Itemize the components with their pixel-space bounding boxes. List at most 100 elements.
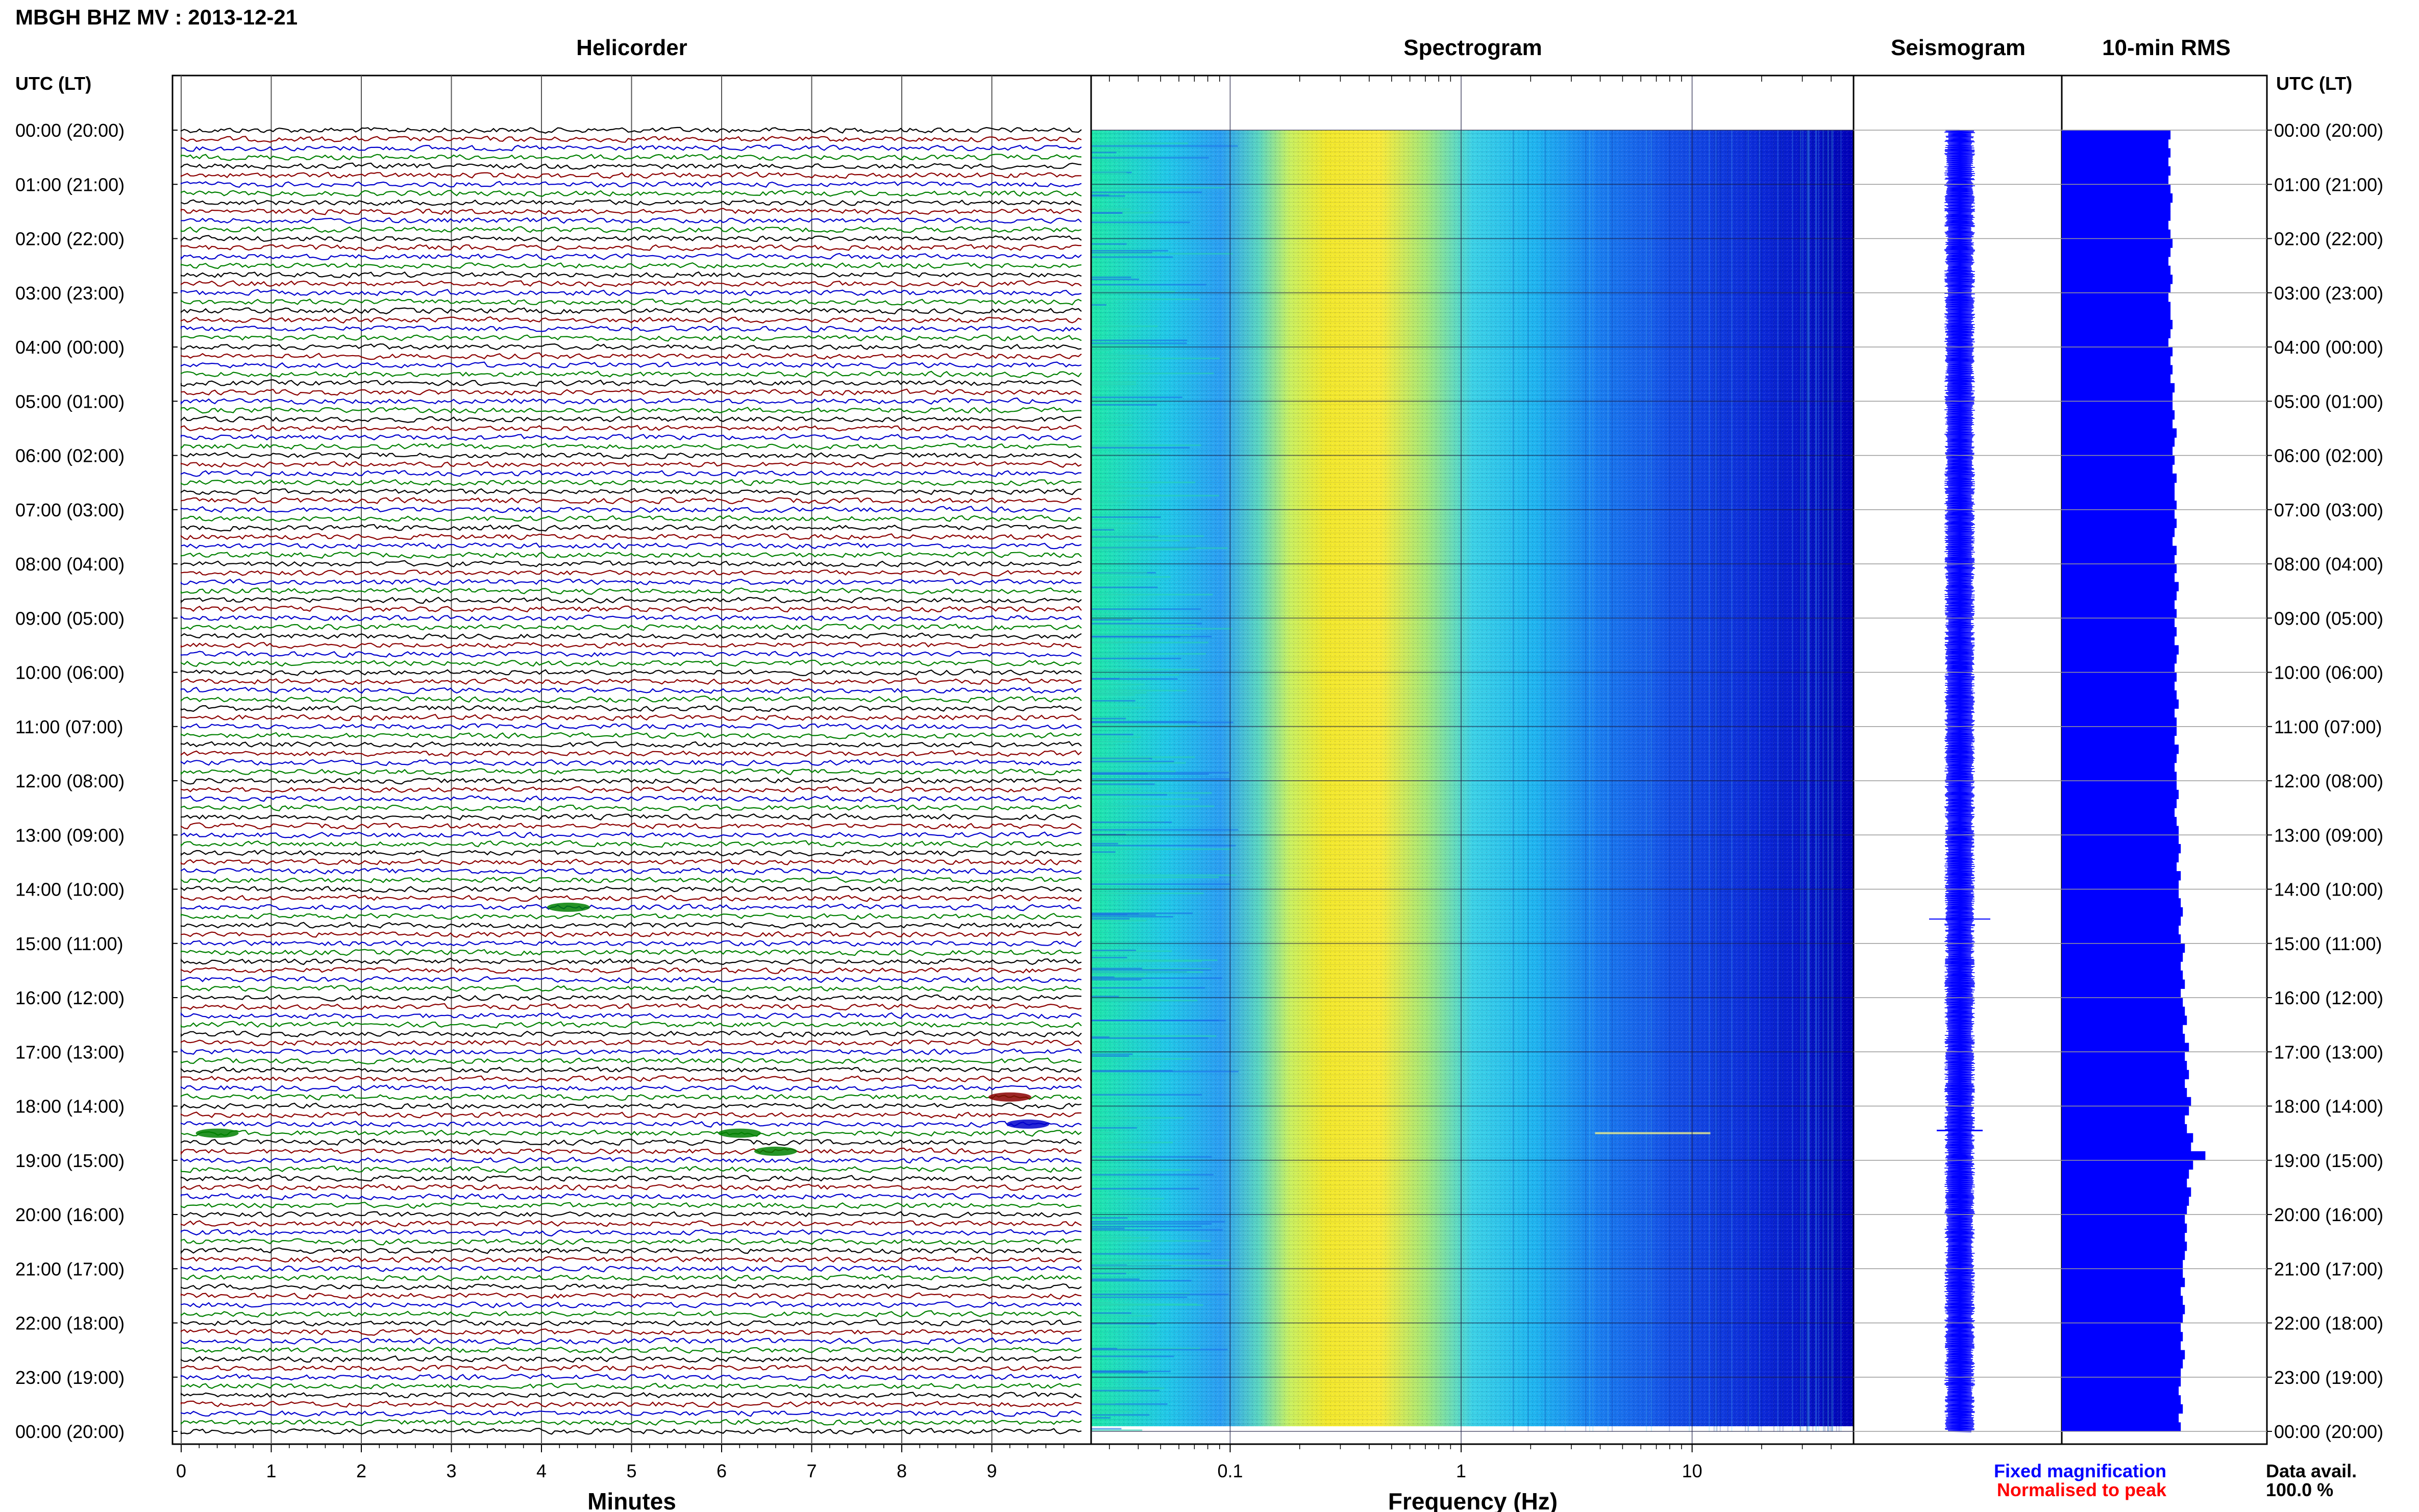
rms-bar xyxy=(2062,247,2171,257)
rms-bar xyxy=(2062,925,2179,935)
rms-bar xyxy=(2062,501,2177,510)
helicorder-trace xyxy=(180,253,1082,261)
spectrogram-stripe xyxy=(1091,914,1156,916)
rms-bar xyxy=(2062,835,2179,845)
spectrogram-stripe xyxy=(1091,968,1212,970)
spectrogram-stripe xyxy=(1091,454,1160,456)
legend-fixed-magnification: Fixed magnification xyxy=(1994,1460,2166,1481)
time-label: 08:00 (04:00) xyxy=(2274,554,2383,575)
helicorder-trace xyxy=(180,280,1082,287)
spectrogram-stripe xyxy=(1091,527,1118,529)
spectrogram-stripe xyxy=(1091,1278,1140,1280)
spectrogram-stripe xyxy=(1091,194,1109,196)
rms-bar xyxy=(2062,627,2177,637)
helicorder-trace xyxy=(180,1319,1082,1327)
spectrogram-stripe xyxy=(1091,212,1123,214)
helicorder-event xyxy=(547,902,590,912)
time-label: 15:00 (11:00) xyxy=(15,933,123,954)
time-label: 04:00 (00:00) xyxy=(2274,337,2383,358)
helicorder-trace xyxy=(180,1400,1082,1408)
helicorder-trace xyxy=(180,388,1082,396)
spectrogram-stripe xyxy=(1091,1221,1225,1223)
rms-bar xyxy=(2062,654,2177,664)
minute-tick-label: 4 xyxy=(536,1460,547,1481)
helicorder-trace xyxy=(180,750,1082,757)
spectrogram-stripe xyxy=(1091,1071,1239,1073)
panel-title-spectrogram: Spectrogram xyxy=(1403,35,1542,60)
spectrogram-stripe xyxy=(1091,1117,1184,1119)
spectrogram-stripe xyxy=(1091,1315,1152,1317)
rms-bar xyxy=(2062,781,2177,790)
frequency-tick-label: 0.1 xyxy=(1217,1460,1243,1481)
time-label: 10:00 (06:00) xyxy=(2274,662,2383,683)
time-label: 04:00 (00:00) xyxy=(15,337,125,358)
time-label: 01:00 (21:00) xyxy=(2274,174,2383,195)
spectrogram-stripe xyxy=(1091,636,1181,638)
helicorder-trace xyxy=(180,1156,1082,1164)
rms-bar xyxy=(2062,202,2171,212)
helicorder-trace xyxy=(180,569,1082,577)
rms-bar xyxy=(2062,961,2181,971)
rms-bar xyxy=(2062,528,2175,537)
rms-bar xyxy=(2062,753,2177,763)
helicorder-trace xyxy=(180,705,1082,712)
spectrogram-stripe xyxy=(1091,613,1115,615)
rms-bar xyxy=(2062,1060,2187,1071)
helicorder-trace xyxy=(180,840,1082,848)
minutes-axis-label: Minutes xyxy=(587,1488,676,1512)
spectrogram-stripe xyxy=(1091,485,1115,487)
spectrogram-stripe xyxy=(1091,1142,1173,1144)
spectrogram-stripe xyxy=(1091,290,1175,292)
rms-bar xyxy=(2062,329,2171,338)
spectrogram-stripe xyxy=(1091,792,1212,794)
helicorder-trace xyxy=(180,949,1082,956)
rms-bar xyxy=(2062,808,2175,817)
time-label: 22:00 (18:00) xyxy=(2274,1313,2383,1334)
time-label: 18:00 (14:00) xyxy=(2274,1096,2383,1117)
minute-tick-label: 9 xyxy=(986,1460,997,1481)
helicorder-trace xyxy=(180,262,1082,269)
data-availability-label: Data avail. xyxy=(2266,1460,2357,1481)
helicorder-trace xyxy=(180,1256,1082,1263)
rms-bar xyxy=(2062,1386,2179,1396)
helicorder-trace xyxy=(180,578,1082,586)
helicorder-trace xyxy=(181,542,1082,550)
spectrogram-stripe xyxy=(1091,1156,1212,1158)
helicorder-trace xyxy=(180,1238,1082,1246)
helicorder-trace xyxy=(180,713,1082,722)
seismogram-panel xyxy=(1853,75,2063,1445)
rms-bar xyxy=(2062,491,2175,501)
helicorder-trace xyxy=(180,858,1082,865)
spectrogram-stripe xyxy=(1091,256,1173,258)
spectrogram-stripe xyxy=(1091,851,1116,853)
rms-bar xyxy=(2062,663,2175,673)
spectrogram-stripe xyxy=(1091,788,1141,790)
time-label: 10:00 (06:00) xyxy=(15,662,125,683)
spectrogram-stripe xyxy=(1091,971,1203,973)
rms-bar xyxy=(2062,762,2175,772)
rms-bar xyxy=(2062,446,2173,456)
spectrogram-stripe xyxy=(1091,1020,1219,1022)
spectrogram-stripe xyxy=(1091,773,1148,775)
rms-bar xyxy=(2062,844,2181,854)
spectrogram-stripe xyxy=(1091,487,1148,489)
helicorder-trace xyxy=(180,1409,1082,1418)
spectrogram-stripe xyxy=(1091,1410,1133,1412)
helicorder-trace xyxy=(180,985,1082,993)
helicorder-trace xyxy=(180,813,1082,821)
rms-bar xyxy=(2062,645,2179,655)
rms-bar xyxy=(2062,636,2175,646)
time-label: 23:00 (19:00) xyxy=(15,1367,125,1388)
spectrogram-stripe xyxy=(1091,149,1121,151)
rms-bar xyxy=(2062,256,2168,266)
rms-bar xyxy=(2062,419,2173,429)
rms-bar xyxy=(2062,916,2181,926)
rms-bar xyxy=(2062,564,2177,574)
time-label: 18:00 (14:00) xyxy=(15,1096,125,1117)
rms-bar xyxy=(2062,1052,2185,1061)
helicorder-trace xyxy=(180,1355,1082,1363)
rms-bar xyxy=(2062,1151,2206,1161)
spectrogram-stripe xyxy=(1091,783,1155,785)
rms-bar xyxy=(2062,1124,2187,1134)
spectrogram-stripe xyxy=(1091,276,1131,278)
